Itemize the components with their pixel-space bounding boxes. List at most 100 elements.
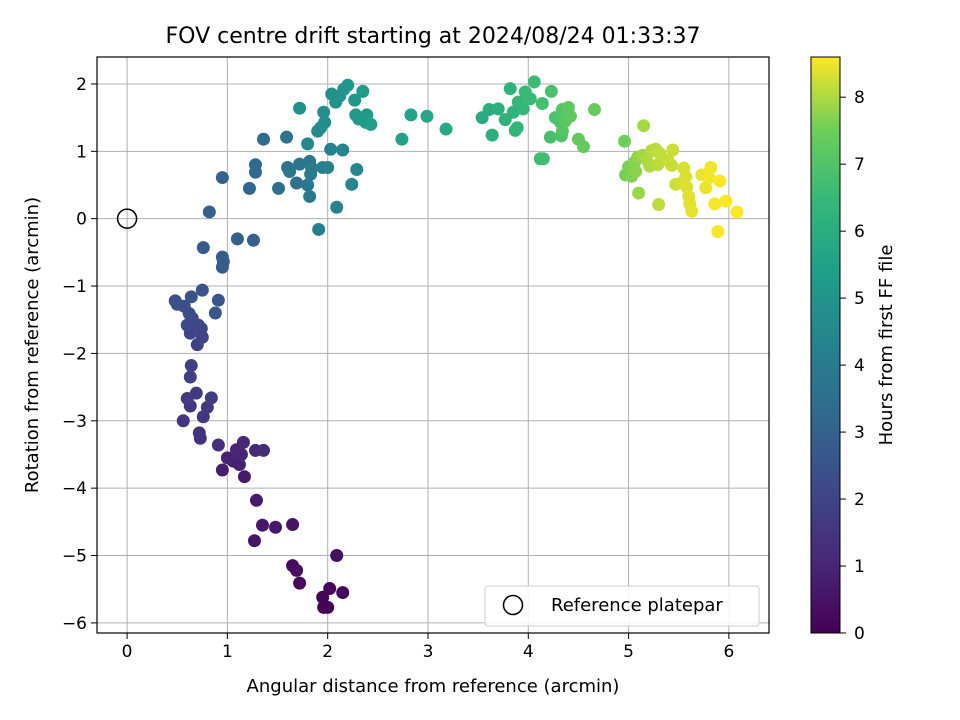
colorbar-tick-label: 6 bbox=[854, 222, 865, 242]
scatter-point bbox=[527, 75, 541, 89]
scatter-point bbox=[341, 78, 355, 92]
scatter-point bbox=[211, 438, 225, 452]
scatter-point bbox=[510, 121, 524, 135]
scatter-point bbox=[651, 158, 665, 172]
scatter-point bbox=[283, 165, 297, 179]
colorbar-tick-label: 1 bbox=[854, 557, 865, 577]
scatter-point bbox=[336, 143, 350, 157]
scatter-point bbox=[290, 563, 304, 577]
scatter-point bbox=[523, 92, 537, 106]
scatter-point bbox=[323, 582, 337, 596]
scatter-point bbox=[665, 158, 679, 172]
chart-title: FOV centre drift starting at 2024/08/24 … bbox=[166, 24, 701, 49]
scatter-point bbox=[312, 222, 326, 236]
y-tick-label: −2 bbox=[62, 344, 87, 364]
scatter-point bbox=[170, 297, 184, 311]
legend: Reference platepar bbox=[484, 585, 760, 627]
scatter-point bbox=[702, 171, 716, 185]
legend-box bbox=[484, 585, 760, 627]
scatter-point bbox=[439, 122, 453, 136]
scatter-point bbox=[321, 600, 335, 614]
scatter-point bbox=[246, 233, 260, 247]
scatter-point bbox=[708, 197, 722, 211]
colorbar-tick-label: 7 bbox=[854, 155, 865, 175]
scatter-point bbox=[576, 140, 590, 154]
scatter-point bbox=[685, 204, 699, 218]
scatter-point bbox=[618, 134, 632, 148]
scatter-point bbox=[176, 414, 190, 428]
y-tick-label: −5 bbox=[62, 547, 87, 567]
scatter-point bbox=[211, 293, 225, 307]
x-tick-label: 5 bbox=[623, 642, 634, 662]
scatter-point bbox=[232, 458, 246, 472]
scatter-point bbox=[269, 520, 283, 534]
scatter-point bbox=[183, 370, 197, 384]
y-tick-label: 2 bbox=[76, 75, 87, 95]
scatter-point bbox=[356, 84, 370, 98]
scatter-point bbox=[563, 109, 577, 123]
scatter-point bbox=[679, 170, 693, 184]
plot-frame bbox=[96, 56, 770, 634]
scatter-point bbox=[237, 470, 251, 484]
scatter-point bbox=[230, 232, 244, 246]
scatter-point bbox=[713, 174, 727, 188]
legend-reference-marker bbox=[502, 594, 524, 616]
scatter-point bbox=[543, 130, 557, 144]
scatter-point bbox=[204, 391, 218, 405]
scatter-point bbox=[293, 157, 307, 171]
y-tick-label: −3 bbox=[62, 412, 87, 432]
scatter-point bbox=[321, 160, 335, 174]
scatter-point bbox=[503, 82, 517, 96]
scatter-point bbox=[248, 165, 262, 179]
colorbar-tick-label: 4 bbox=[854, 356, 865, 376]
scatter-point bbox=[699, 181, 713, 195]
scatter-point bbox=[666, 143, 680, 157]
scatter-point bbox=[330, 200, 344, 214]
scatter-point bbox=[272, 181, 286, 195]
scatter-point bbox=[301, 137, 315, 151]
scatter-point bbox=[256, 443, 270, 457]
scatter-point bbox=[348, 93, 362, 107]
x-tick-label: 2 bbox=[322, 642, 333, 662]
grid-lines bbox=[97, 57, 769, 633]
scatter-point bbox=[395, 132, 409, 146]
scatter-point bbox=[652, 198, 666, 212]
colorbar-tick-label: 8 bbox=[854, 88, 865, 108]
scatter-point bbox=[293, 576, 307, 590]
scatter-point bbox=[544, 84, 558, 98]
colorbar-tick-label: 3 bbox=[854, 423, 865, 443]
scatter-point bbox=[420, 109, 434, 123]
colorbar bbox=[810, 56, 841, 634]
scatter-point bbox=[719, 194, 733, 208]
scatter-point bbox=[242, 181, 256, 195]
scatter-point bbox=[184, 290, 198, 304]
x-axis-ticks: 0 1 2 3 4 5 6 bbox=[122, 633, 734, 662]
scatter-point bbox=[587, 103, 601, 117]
scatter-point bbox=[730, 205, 744, 219]
x-tick-label: 6 bbox=[723, 642, 734, 662]
scatter-point bbox=[535, 96, 549, 110]
colorbar-label: Hours from first FF file bbox=[876, 245, 897, 446]
colorbar-tick-label: 5 bbox=[854, 289, 865, 309]
reference-marker-group bbox=[116, 208, 138, 229]
scatter-point bbox=[215, 463, 229, 477]
y-axis-label: Rotation from reference (arcmin) bbox=[22, 197, 43, 493]
y-tick-label: 1 bbox=[76, 142, 87, 162]
legend-reference-label: Reference platepar bbox=[551, 595, 723, 616]
x-axis-label: Angular distance from reference (arcmin) bbox=[247, 676, 620, 697]
scatter-point bbox=[345, 177, 359, 191]
scatter-point bbox=[637, 119, 651, 133]
scatter-point bbox=[301, 178, 315, 192]
scatter-point bbox=[704, 160, 718, 174]
scatter-point bbox=[215, 171, 229, 185]
scatter-point bbox=[247, 534, 261, 548]
data-points bbox=[168, 75, 744, 614]
scatter-point bbox=[491, 102, 505, 116]
scatter-point bbox=[316, 590, 330, 604]
scatter-point bbox=[324, 142, 338, 156]
scatter-point bbox=[220, 451, 234, 465]
y-tick-label: −1 bbox=[62, 277, 87, 297]
scatter-point bbox=[208, 306, 222, 320]
y-tick-label: −6 bbox=[62, 614, 87, 634]
colorbar-tick-label: 0 bbox=[854, 624, 865, 644]
